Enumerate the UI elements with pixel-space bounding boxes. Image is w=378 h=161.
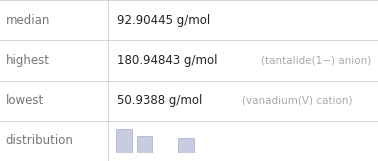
Text: 92.90445 g/mol: 92.90445 g/mol xyxy=(117,14,211,27)
Text: (vanadium(V) cation): (vanadium(V) cation) xyxy=(242,96,352,106)
Text: lowest: lowest xyxy=(6,94,44,107)
Bar xyxy=(178,138,194,153)
Text: 180.94843 g/mol: 180.94843 g/mol xyxy=(117,54,218,67)
Bar xyxy=(137,136,152,153)
Text: (tantalide(1−) anion): (tantalide(1−) anion) xyxy=(261,55,371,65)
Bar xyxy=(116,129,132,153)
Text: 50.9388 g/mol: 50.9388 g/mol xyxy=(117,94,203,107)
Text: distribution: distribution xyxy=(6,134,74,147)
Text: median: median xyxy=(6,14,50,27)
Text: highest: highest xyxy=(6,54,50,67)
